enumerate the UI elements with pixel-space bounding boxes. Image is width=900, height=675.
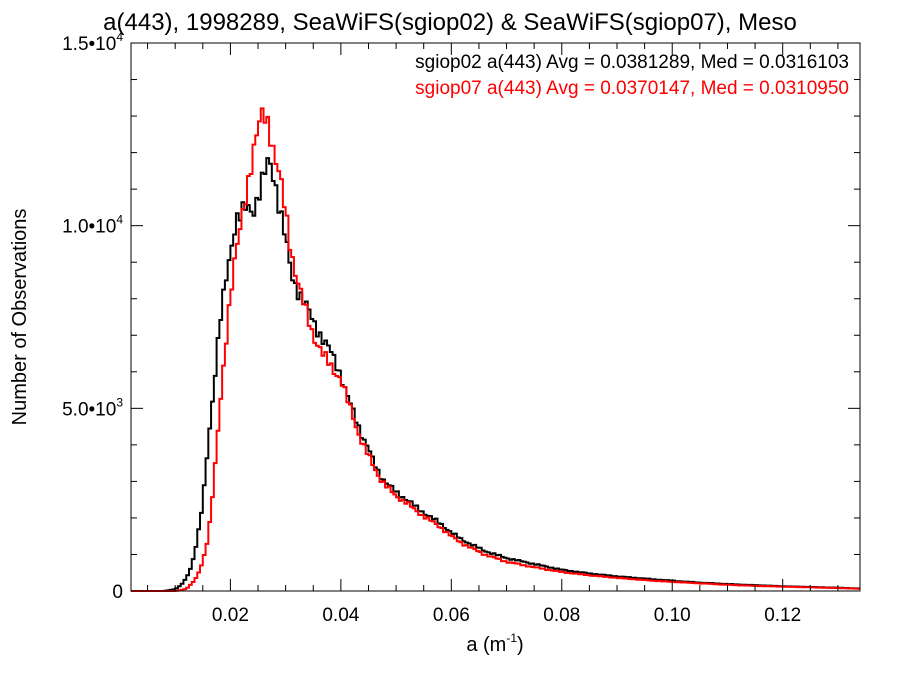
tick-layer (131, 42, 860, 592)
x-axis-label: a (m-1) (466, 631, 523, 656)
series-sgiop07-histogram (131, 107, 860, 592)
y-tick-label: 0 (112, 582, 123, 603)
y-tick-label: 1.5•104 (62, 30, 123, 55)
x-tick-label: 0.06 (433, 605, 470, 626)
series-layer (131, 107, 860, 592)
x-tick-labels: 0.02 0.04 0.06 0.08 0.10 0.12 (212, 605, 801, 626)
x-axis-label-text: a (m (466, 634, 506, 656)
y-axis-label: Number of Observations (9, 209, 31, 426)
x-tick-label: 0.08 (543, 605, 580, 626)
plot-frame (130, 42, 861, 592)
y-tick-label: 1.0•104 (62, 213, 123, 238)
x-axis-label-exponent: -1 (506, 631, 517, 645)
legend: sgiop02 a(443) Avg = 0.0381289, Med = 0.… (415, 52, 849, 99)
legend-entry-sgiop02: sgiop02 a(443) Avg = 0.0381289, Med = 0.… (415, 52, 849, 73)
y-tick-label: 5.0•103 (62, 395, 123, 420)
x-tick-label: 0.10 (654, 605, 691, 626)
y-tick-labels: 0 5.0•103 1.0•104 1.5•104 (62, 30, 123, 603)
x-tick-label: 0.12 (764, 605, 801, 626)
x-axis-label-close: ) (517, 634, 524, 656)
legend-entry-sgiop07: sgiop07 a(443) Avg = 0.0370147, Med = 0.… (415, 78, 849, 99)
chart-title: a(443), 1998289, SeaWiFS(sgiop02) & SeaW… (103, 9, 797, 36)
x-tick-label: 0.02 (212, 605, 249, 626)
series-sgiop02-histogram (131, 157, 860, 592)
x-tick-label: 0.04 (322, 605, 359, 626)
